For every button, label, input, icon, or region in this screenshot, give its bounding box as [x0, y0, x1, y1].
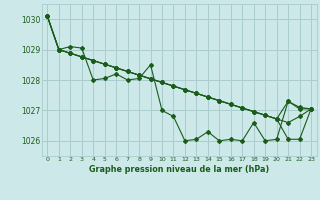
X-axis label: Graphe pression niveau de la mer (hPa): Graphe pression niveau de la mer (hPa): [89, 165, 269, 174]
